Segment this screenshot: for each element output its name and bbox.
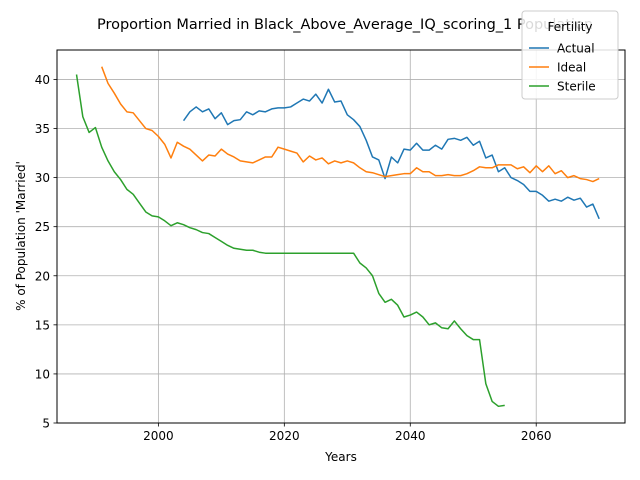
- x-tick-label: 2060: [521, 429, 552, 443]
- y-tick-label: 20: [35, 269, 50, 283]
- legend-label-ideal: Ideal: [557, 61, 586, 75]
- plot-area-frame: [56, 49, 626, 424]
- x-axis: 2000 2020 2040 2060: [143, 423, 551, 443]
- y-tick-label: 40: [35, 73, 50, 87]
- y-tick-label: 25: [35, 220, 50, 234]
- x-tick-label: 2040: [395, 429, 426, 443]
- y-axis-label: % of Population 'Married': [14, 161, 28, 311]
- series-line-ideal: [101, 66, 600, 183]
- series-line-sterile: [75, 74, 505, 408]
- series-lines: [75, 66, 600, 408]
- y-tick-label: 5: [42, 417, 50, 431]
- y-tick-label: 10: [35, 367, 50, 381]
- legend-label-actual: Actual: [557, 42, 595, 56]
- x-axis-label: Years: [324, 450, 357, 464]
- legend-title: Fertility: [547, 20, 592, 34]
- x-tick-label: 2020: [269, 429, 300, 443]
- y-axis: 5 10 15 20 25 30 35 40: [35, 73, 57, 431]
- chart-title: Proportion Married in Black_Above_Averag…: [97, 17, 593, 33]
- y-tick-label: 15: [35, 318, 50, 332]
- y-tick-label: 35: [35, 122, 50, 136]
- grid: [57, 50, 625, 424]
- legend-label-sterile: Sterile: [557, 80, 596, 94]
- legend: Fertility Actual Ideal Sterile: [521, 10, 619, 100]
- y-tick-label: 30: [35, 171, 50, 185]
- x-tick-label: 2000: [143, 429, 174, 443]
- legend-box: [521, 10, 619, 100]
- series-line-actual: [182, 88, 600, 220]
